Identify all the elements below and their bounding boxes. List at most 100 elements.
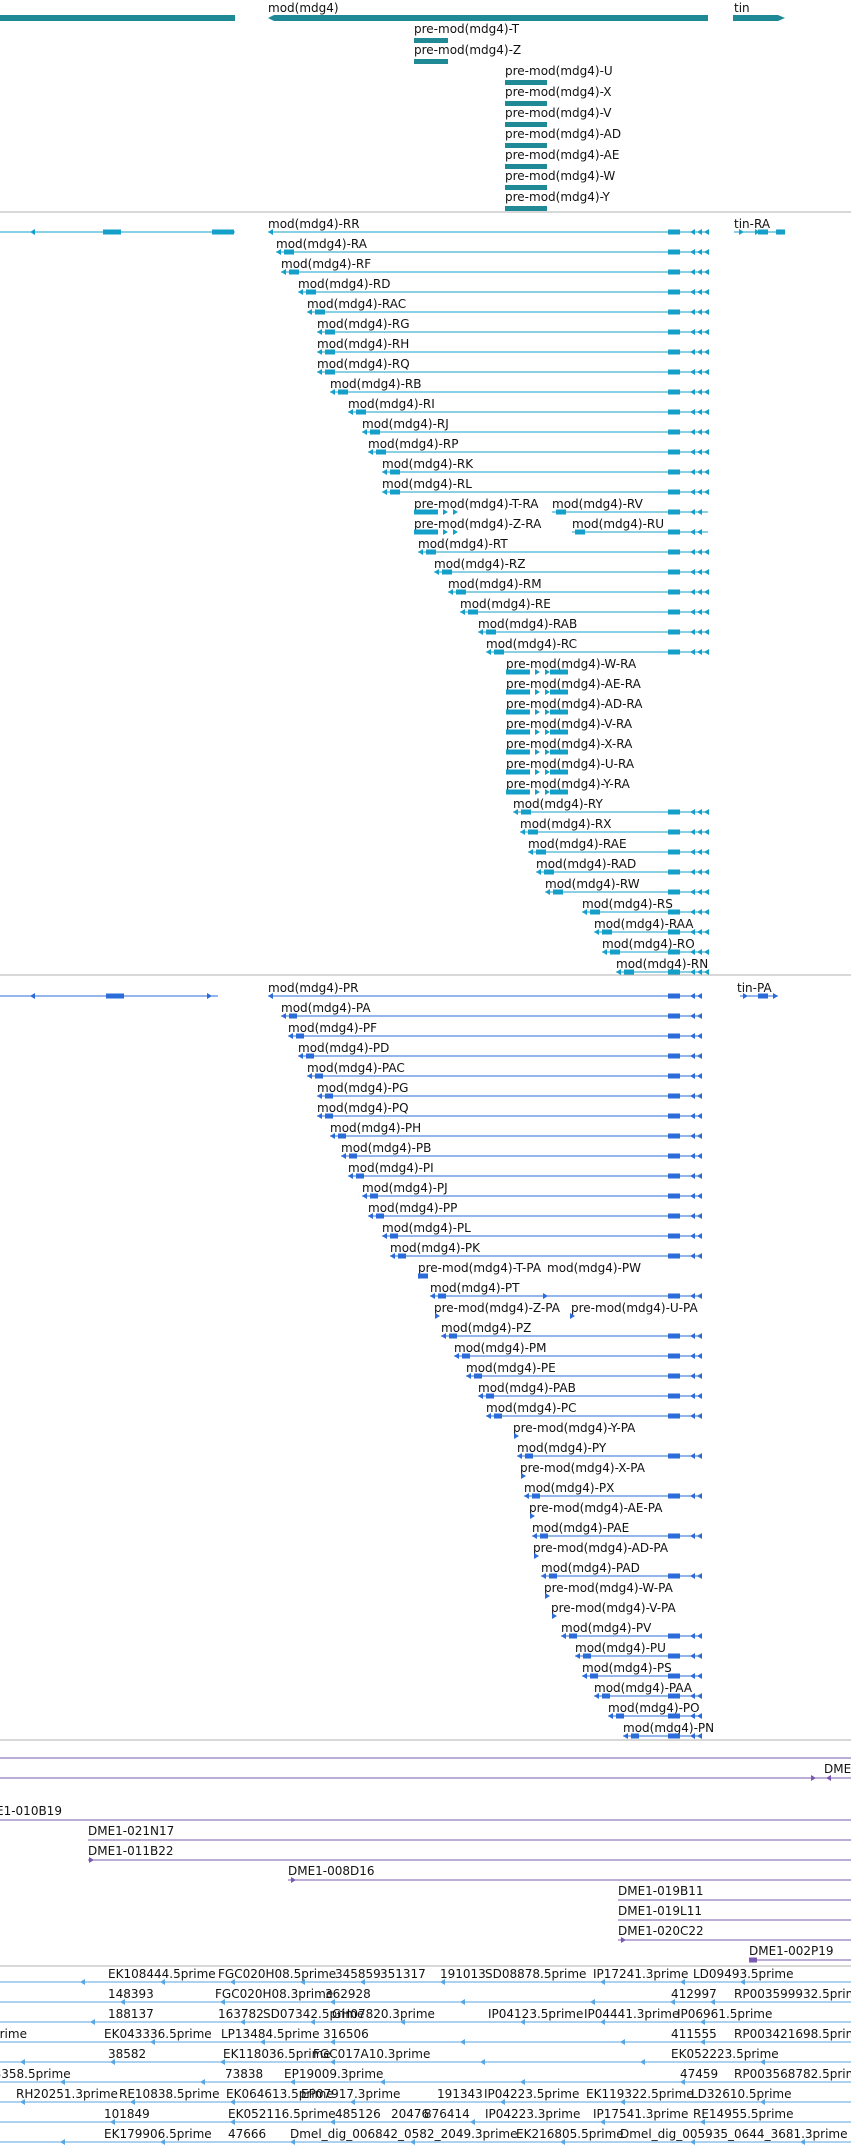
est-label[interactable]: EP07917.3prime [301,2087,400,2101]
transcript-label[interactable]: mod(mdg4)-RM [448,577,542,591]
gene-feature[interactable] [505,122,547,127]
protein-label[interactable]: mod(mdg4)-PR [268,981,358,995]
protein-label[interactable]: mod(mdg4)-PD [298,1041,389,1055]
transcript-label[interactable]: mod(mdg4)-RA [276,237,368,251]
est-label[interactable]: 362928 [325,1987,371,2001]
transcript-label[interactable]: mod(mdg4)-RB [330,377,421,391]
protein-label[interactable]: mod(mdg4)-PC [486,1401,577,1415]
protein-label[interactable]: mod(mdg4)-PW [547,1261,641,1275]
est-label[interactable]: Dmel_dig_005935_0644_3681.3prime [620,2127,848,2141]
transcript-label[interactable]: pre-mod(mdg4)-AE-RA [506,677,642,691]
protein-label[interactable]: mod(mdg4)-PI [348,1161,434,1175]
transcript-label[interactable]: mod(mdg4)-RX [520,817,611,831]
protein-label[interactable]: mod(mdg4)-PX [524,1481,614,1495]
protein-label[interactable]: pre-mod(mdg4)-U-PA [571,1301,698,1315]
gene-label[interactable]: pre-mod(mdg4)-AE [505,148,619,162]
protein-label[interactable]: pre-mod(mdg4)-T-PA [418,1261,542,1275]
est-label[interactable]: EK118036.5prime [223,2047,331,2061]
protein-label[interactable]: tin-PA [737,981,772,995]
transcript-label[interactable]: mod(mdg4)-RO [602,937,695,951]
protein-label[interactable]: pre-mod(mdg4)-W-PA [544,1581,674,1595]
gene-label[interactable]: tin [734,1,750,15]
protein-label[interactable]: mod(mdg4)-PK [390,1241,481,1255]
est-label[interactable]: LP13484.5prime [221,2027,320,2041]
protein-label[interactable]: mod(mdg4)-PG [317,1081,408,1095]
gene-label[interactable]: pre-mod(mdg4)-U [505,64,613,78]
protein-label[interactable]: mod(mdg4)-PAC [307,1061,405,1075]
gene-feature[interactable] [0,15,235,21]
est-label[interactable]: EK052116.5prime [228,2107,336,2121]
est-label[interactable]: 03358.5prime [0,2067,71,2081]
protein-label[interactable]: mod(mdg4)-PF [288,1021,377,1035]
protein-label[interactable]: mod(mdg4)-PN [623,1721,714,1735]
transcript-label[interactable]: mod(mdg4)-RK [382,457,474,471]
protein-label[interactable]: pre-mod(mdg4)-V-PA [551,1601,677,1615]
transcript-label[interactable]: mod(mdg4)-RV [552,497,644,511]
clone-label[interactable]: E1-010B19 [0,1804,62,1818]
est-label[interactable]: EK179906.5prime [104,2127,212,2141]
transcript-label[interactable]: pre-mod(mdg4)-V-RA [506,717,633,731]
protein-label[interactable]: mod(mdg4)-PT [430,1281,520,1295]
transcript-label[interactable]: mod(mdg4)-RR [268,217,360,231]
transcript-label[interactable]: mod(mdg4)-RH [317,337,409,351]
est-label[interactable]: FGC017A10.3prime [313,2047,430,2061]
clone-label[interactable]: DME [824,1762,851,1776]
gene-feature[interactable] [268,15,708,21]
transcript-label[interactable]: pre-mod(mdg4)-W-RA [506,657,637,671]
transcript-label[interactable]: pre-mod(mdg4)-T-RA [414,497,539,511]
transcript-label[interactable]: mod(mdg4)-RD [298,277,390,291]
gene-label[interactable]: pre-mod(mdg4)-AD [505,127,621,141]
gene-feature[interactable] [414,38,448,43]
protein-label[interactable]: pre-mod(mdg4)-Z-PA [434,1301,561,1315]
est-label[interactable]: SD07342.5prime [263,2007,364,2021]
transcript-label[interactable]: pre-mod(mdg4)-Y-RA [506,777,631,791]
transcript-label[interactable]: mod(mdg4)-RAE [528,837,627,851]
est-label[interactable]: 345859 [335,1967,381,1981]
est-label[interactable]: IP17541.3prime [593,2107,688,2121]
transcript-label[interactable]: mod(mdg4)-RE [460,597,551,611]
est-label[interactable]: 101849 [104,2107,150,2121]
gene-label[interactable]: pre-mod(mdg4)-Y [505,190,610,204]
est-label[interactable]: 38582 [108,2047,146,2061]
protein-label[interactable]: pre-mod(mdg4)-AD-PA [533,1541,669,1555]
est-label[interactable]: RP003599932.5prime [734,1987,851,2001]
transcript-label[interactable]: mod(mdg4)-RI [348,397,435,411]
est-label[interactable]: RE14955.5prime [693,2107,794,2121]
est-label[interactable]: LD32610.5prime [691,2087,792,2101]
gene-feature[interactable] [414,59,448,64]
gene-feature[interactable] [505,101,547,106]
est-label[interactable]: EK108444.5prime [108,1967,216,1981]
est-label[interactable]: 191013 [440,1967,486,1981]
transcript-label[interactable]: pre-mod(mdg4)-X-RA [506,737,633,751]
protein-label[interactable]: mod(mdg4)-PU [575,1641,666,1655]
est-label[interactable]: 73838 [225,2067,263,2081]
transcript-label[interactable]: mod(mdg4)-RT [418,537,508,551]
est-label[interactable]: 351317 [380,1967,426,1981]
protein-label[interactable]: pre-mod(mdg4)-AE-PA [529,1501,663,1515]
gene-feature[interactable] [505,80,547,85]
gene-feature[interactable] [505,206,547,211]
transcript-label[interactable]: mod(mdg4)-RAA [594,917,694,931]
est-label[interactable]: 876414 [424,2107,470,2121]
transcript-label[interactable]: mod(mdg4)-RQ [317,357,410,371]
transcript-label[interactable]: mod(mdg4)-RU [572,517,664,531]
est-label[interactable]: IP17241.3prime [593,1967,688,1981]
clone-label[interactable]: DME1-020C22 [618,1924,704,1938]
transcript-label[interactable]: mod(mdg4)-RAD [536,857,636,871]
gene-label[interactable]: mod(mdg4) [268,1,339,15]
protein-label[interactable]: mod(mdg4)-PAB [478,1381,576,1395]
protein-label[interactable]: mod(mdg4)-PJ [362,1181,448,1195]
protein-label[interactable]: mod(mdg4)-PAE [532,1521,629,1535]
protein-label[interactable]: mod(mdg4)-PH [330,1121,421,1135]
est-label[interactable]: 47666 [228,2127,266,2141]
protein-label[interactable]: mod(mdg4)-PS [582,1661,672,1675]
est-label[interactable]: IP06961.5prime [677,2007,772,2021]
protein-label[interactable]: mod(mdg4)-PAD [541,1561,640,1575]
transcript-label[interactable]: mod(mdg4)-RY [513,797,603,811]
protein-label[interactable]: mod(mdg4)-PA [281,1001,371,1015]
transcript-label[interactable]: mod(mdg4)-RC [486,637,577,651]
protein-label[interactable]: mod(mdg4)-PZ [441,1321,531,1335]
gene-label[interactable]: pre-mod(mdg4)-V [505,106,612,120]
clone-label[interactable]: DME1-002P19 [749,1944,834,1958]
